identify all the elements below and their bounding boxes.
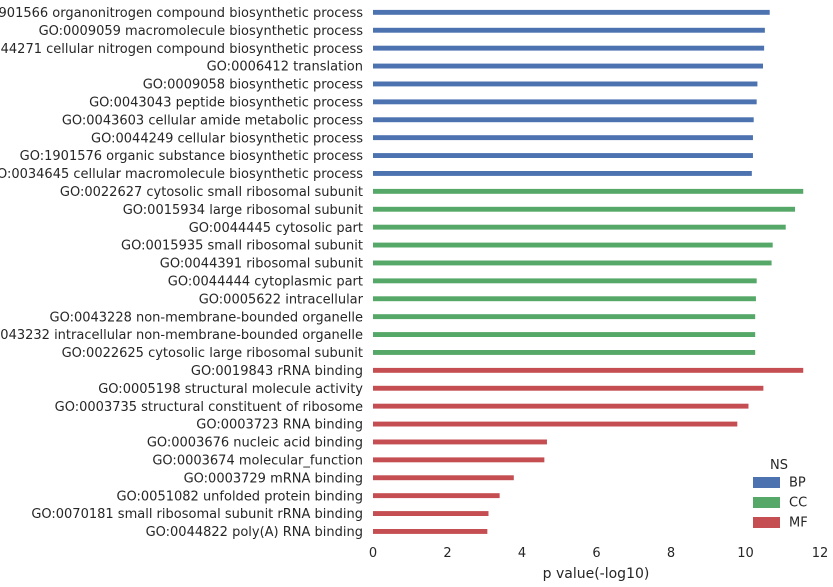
category-label: GO:0015935 small ribosomal subunit (121, 239, 363, 254)
bar-mf (373, 457, 545, 463)
bar-bp (373, 63, 764, 69)
bar-cc (373, 278, 757, 284)
category-label: GO:0043228 non-membrane-bounded organell… (50, 310, 364, 325)
category-label: GO:0009059 macromolecule biosynthetic pr… (39, 24, 364, 39)
category-label: GO:0022627 cytosolic small ribosomal sub… (60, 185, 363, 200)
bar-bp (373, 153, 753, 158)
category-label: GO:0003735 structural constituent of rib… (55, 400, 363, 415)
bar-bp (373, 45, 765, 51)
bar-bp (373, 81, 758, 87)
bar-mf (373, 511, 489, 516)
bar-mf (373, 439, 547, 445)
bar-mf (373, 403, 749, 409)
bar-cc (373, 296, 756, 302)
legend-swatch-bp (753, 477, 780, 488)
x-axis-ticks: 0 2 4 6 8 10 12 (369, 546, 828, 561)
bar-bp (373, 171, 752, 176)
bar-bp (373, 117, 754, 123)
x-tick-label: 8 (667, 546, 675, 561)
category-label: GO:0009058 biosynthetic process (143, 78, 364, 93)
bar-mf (373, 421, 738, 427)
bar-mf (373, 493, 500, 499)
bar-bp (373, 27, 765, 33)
category-label: GO:0044445 cytosolic part (189, 221, 363, 236)
category-label: GO:0019843 rRNA binding (191, 364, 363, 379)
bar-cc (373, 188, 804, 194)
category-label: GO:1901576 organic substance biosyntheti… (20, 149, 364, 164)
x-tick-label: 6 (592, 546, 600, 561)
bar-cc (373, 242, 773, 248)
category-label: GO:0043232 intracellular non-membrane-bo… (0, 328, 363, 343)
bar-bp (373, 99, 757, 105)
bar-cc (373, 350, 756, 355)
category-label: GO:0003676 nucleic acid binding (147, 436, 363, 451)
category-label: GO:0051082 unfolded protein binding (116, 489, 363, 504)
bar-cc (373, 314, 756, 320)
category-label: GO:0005622 intracellular (199, 292, 364, 307)
bar-mf (373, 529, 488, 534)
bar-mf (373, 475, 514, 481)
category-label: GO:0034645 cellular macromolecule biosyn… (0, 167, 363, 182)
category-label: GO:0070181 small ribosomal subunit rRNA … (31, 507, 363, 522)
bar-cc (373, 260, 772, 266)
category-label: GO:0015934 large ribosomal subunit (123, 203, 363, 218)
category-label: GO:0043603 cellular amide metabolic proc… (62, 113, 363, 128)
bar-bp (373, 9, 770, 15)
x-tick-label: 12 (812, 546, 829, 561)
bars-group (373, 9, 804, 534)
category-label: GO:0022625 cytosolic large ribosomal sub… (62, 346, 363, 361)
category-label: GO:0003723 RNA binding (196, 418, 363, 433)
category-label: GO:0003674 molecular_function (152, 454, 363, 469)
bar-cc (373, 206, 796, 212)
category-label: GO:0044444 cytoplasmic part (168, 275, 363, 290)
x-tick-label: 2 (443, 546, 451, 561)
bar-mf (373, 367, 804, 373)
category-label: GO:0044271 cellular nitrogen compound bi… (0, 42, 363, 57)
x-axis-title: p value(-log10) (543, 566, 650, 582)
category-label: GO:0005198 structural molecule activity (98, 382, 363, 397)
legend-entries: BP CC MF (753, 476, 808, 531)
x-tick-label: 10 (737, 546, 754, 561)
bar-bp (373, 135, 753, 141)
legend-swatch-cc (753, 497, 780, 508)
legend-swatch-mf (753, 517, 780, 528)
category-label: GO:0044249 cellular biosynthetic process (91, 131, 363, 146)
legend-label-mf: MF (789, 516, 808, 531)
legend-label-cc: CC (789, 496, 807, 511)
category-label: GO:0003729 mRNA binding (184, 471, 363, 486)
category-label: GO:0044391 ribosomal subunit (160, 257, 363, 272)
bar-cc (373, 332, 756, 337)
category-labels-group: GO:1901566 organonitrogen compound biosy… (0, 6, 364, 540)
bar-cc (373, 224, 786, 230)
bar-mf (373, 385, 764, 391)
legend-title: NS (770, 458, 788, 473)
x-tick-label: 4 (518, 546, 526, 561)
legend-label-bp: BP (789, 476, 806, 491)
category-label: GO:0006412 translation (207, 60, 363, 75)
category-label: GO:0044822 poly(A) RNA binding (146, 525, 363, 540)
category-label: GO:0043043 peptide biosynthetic process (89, 96, 363, 111)
legend: NS BP CC MF (753, 458, 808, 531)
category-label: GO:1901566 organonitrogen compound biosy… (0, 6, 363, 21)
x-tick-label: 0 (369, 546, 377, 561)
